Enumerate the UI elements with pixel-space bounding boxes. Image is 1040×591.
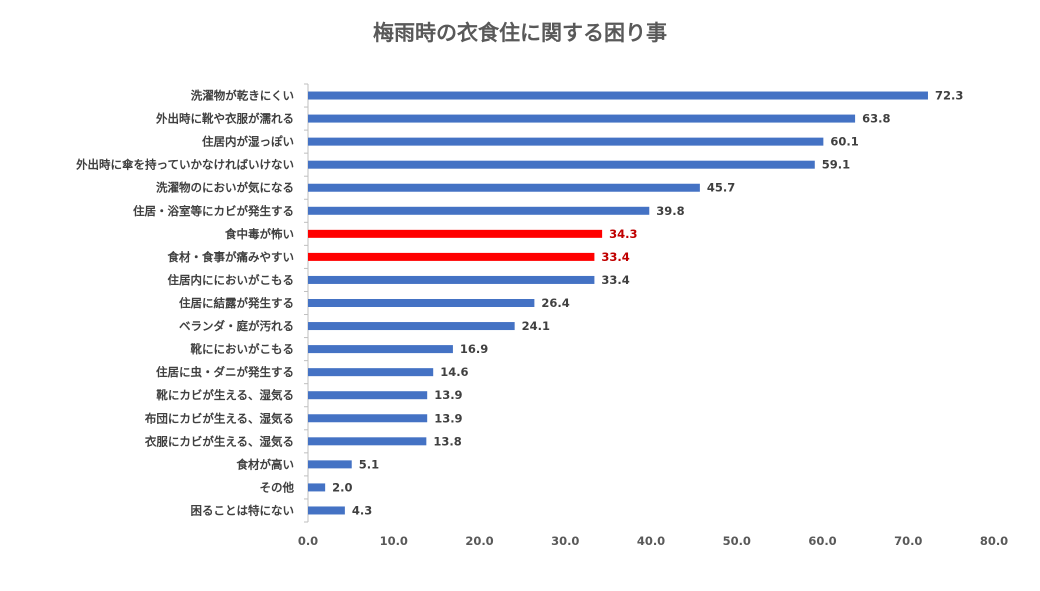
category-label: 住居・浴室等にカビが発生する xyxy=(133,204,294,218)
bar xyxy=(308,345,453,354)
value-label: 72.3 xyxy=(935,89,963,103)
bar xyxy=(308,460,352,469)
x-tick-label: 50.0 xyxy=(723,534,751,548)
value-label: 16.9 xyxy=(460,342,488,356)
value-label: 14.6 xyxy=(440,365,468,379)
bar xyxy=(308,183,700,192)
bar xyxy=(308,299,535,307)
value-label: 39.8 xyxy=(656,204,684,218)
category-label: 靴ににおいがこもる xyxy=(191,342,295,356)
category-label: その他 xyxy=(260,480,295,494)
value-label: 24.1 xyxy=(522,319,550,333)
bar xyxy=(308,275,595,284)
x-tick-label: 30.0 xyxy=(551,534,579,548)
bar xyxy=(308,368,434,377)
bar xyxy=(308,322,515,331)
bar xyxy=(308,506,345,515)
value-label: 2.0 xyxy=(332,480,352,494)
category-label: 布団にカビが生える、湿気る xyxy=(144,411,294,425)
bar xyxy=(308,91,928,100)
value-label: 59.1 xyxy=(822,158,850,172)
category-label: 住居に虫・ダニが発生する xyxy=(156,365,294,379)
value-label: 26.4 xyxy=(541,296,569,310)
category-labels: 洗濯物が乾きにくい外出時に靴や衣服が濡れる住居内が湿っぽい外出時に傘を持っていか… xyxy=(75,89,294,518)
x-tick-label: 0.0 xyxy=(298,534,318,548)
category-label: ベランダ・庭が汚れる xyxy=(179,319,294,333)
x-tick-label: 40.0 xyxy=(637,534,665,548)
category-label: 食材・食事が痛みやすい xyxy=(168,250,295,264)
value-labels: 72.3 63.8 60.1 59.1 45.7 39.8 34.3 33.4 33.4 26.4… xyxy=(332,89,963,518)
value-label: 13.9 xyxy=(434,388,462,402)
category-label: 困ることは特にない xyxy=(191,503,295,517)
bar xyxy=(308,391,428,400)
value-label: 13.9 xyxy=(434,411,462,425)
category-label: 靴にカビが生える、湿気る xyxy=(156,388,294,402)
value-label: 4.3 xyxy=(352,503,372,517)
bar xyxy=(308,206,650,215)
category-label: 洗濯物が乾きにくい xyxy=(191,89,294,103)
category-label: 洗濯物のにおいが気になる xyxy=(156,181,294,195)
category-label: 食中毒が怖い xyxy=(225,227,294,241)
category-label: 食材が高い xyxy=(237,457,295,471)
bar xyxy=(308,252,595,261)
bar xyxy=(308,114,856,123)
x-tick-label: 20.0 xyxy=(465,534,493,548)
chart-title: 梅雨時の衣食住に関する困り事 xyxy=(373,21,667,45)
y-axis-ticks xyxy=(304,83,308,523)
x-tick-label: 80.0 xyxy=(980,534,1008,548)
value-label: 5.1 xyxy=(359,457,379,471)
category-label: 衣服にカビが生える、湿気る xyxy=(145,434,294,448)
bar-series xyxy=(308,91,928,515)
x-tick-label: 10.0 xyxy=(380,534,408,548)
category-label: 住居内が湿っぽい xyxy=(202,135,294,149)
value-label: 33.4 xyxy=(601,250,629,264)
bar xyxy=(308,437,427,446)
value-label: 63.8 xyxy=(862,112,890,126)
value-label: 13.8 xyxy=(433,434,461,448)
x-tick-label: 70.0 xyxy=(894,534,922,548)
x-axis-tick-labels: 0.0 10.0 20.0 30.0 40.0 50.0 60.0 70.0 80.0 xyxy=(298,534,1008,548)
bar xyxy=(308,160,815,169)
bar xyxy=(308,483,326,492)
bar xyxy=(308,229,603,238)
value-label: 45.7 xyxy=(707,181,735,195)
x-tick-label: 60.0 xyxy=(808,534,836,548)
category-label: 外出時に傘を持っていかなければいけない xyxy=(75,158,294,172)
category-label: 住居に結露が発生する xyxy=(179,296,294,310)
value-label: 33.4 xyxy=(601,273,629,287)
category-label: 外出時に靴や衣服が濡れる xyxy=(155,112,294,126)
category-label: 住居内ににおいがこもる xyxy=(168,273,295,287)
value-label: 34.3 xyxy=(609,227,637,241)
bar xyxy=(308,137,824,146)
value-label: 60.1 xyxy=(830,135,858,149)
bar xyxy=(308,414,428,423)
